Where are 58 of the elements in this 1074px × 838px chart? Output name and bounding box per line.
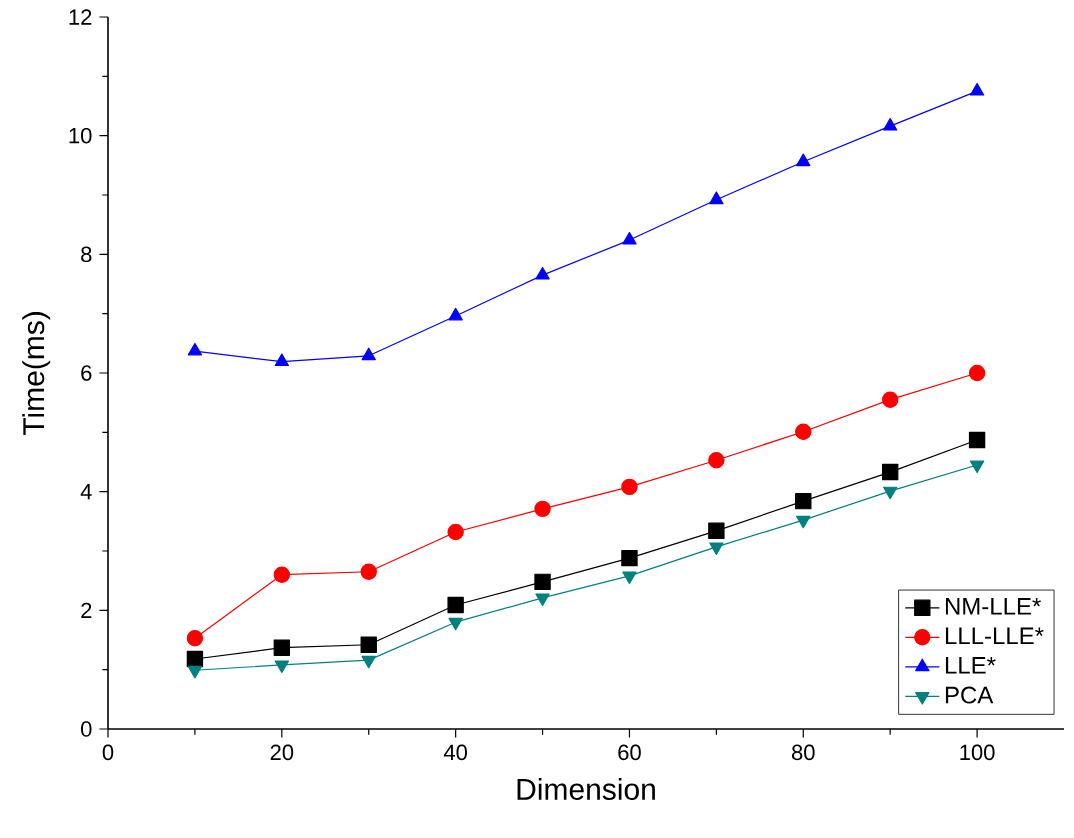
point [274,660,289,674]
point [448,617,463,631]
legend-label: LLL-LLE* [945,627,1044,645]
point [187,665,203,679]
legend-label: LLE* [945,657,996,674]
x-tick-label: 100 [960,744,995,761]
y-tick-label: 12 [69,9,92,25]
x-axis-title: Dimension [517,777,655,800]
point [187,342,203,356]
y-tick-label: 4 [80,484,92,500]
point [622,231,637,245]
point [360,636,377,653]
point [534,500,551,518]
point [447,523,464,541]
point [709,191,724,205]
point [881,463,899,481]
point [883,486,898,500]
point [273,639,291,656]
point [361,347,376,361]
x-tick-label: 40 [443,744,467,761]
point [448,307,463,321]
y-tick-label: 10 [69,127,92,144]
point [969,82,985,96]
point [968,431,986,449]
point [273,566,291,583]
x-tick-label: 0 [102,744,114,761]
point [186,630,204,647]
point [796,153,811,167]
point [535,593,550,607]
x-tick-label: 60 [618,744,641,761]
point [621,549,638,567]
point [795,423,812,440]
legend-label: PCA [945,686,994,704]
point [274,353,289,367]
y-tick-label: 0 [81,721,92,737]
point [968,364,986,382]
point [186,650,204,668]
point [621,478,638,496]
point [708,522,725,540]
y-tick-label: 6 [81,365,92,381]
point [881,391,899,408]
point [534,573,551,591]
y-tick-label: 2 [81,602,92,618]
point [447,596,464,614]
point [796,515,811,529]
point [361,655,376,669]
y-tick-label: 8 [81,246,92,263]
x-tick-label: 80 [791,744,815,761]
y-axis-title: Time(ms) [22,312,51,436]
point [622,571,637,585]
x-tick-label: 20 [270,744,294,761]
point [708,452,725,469]
point [883,117,898,131]
point [709,542,724,556]
point [535,266,550,280]
legend-label: NM-LLE* [945,598,1041,615]
point [795,492,812,510]
point [360,563,377,580]
